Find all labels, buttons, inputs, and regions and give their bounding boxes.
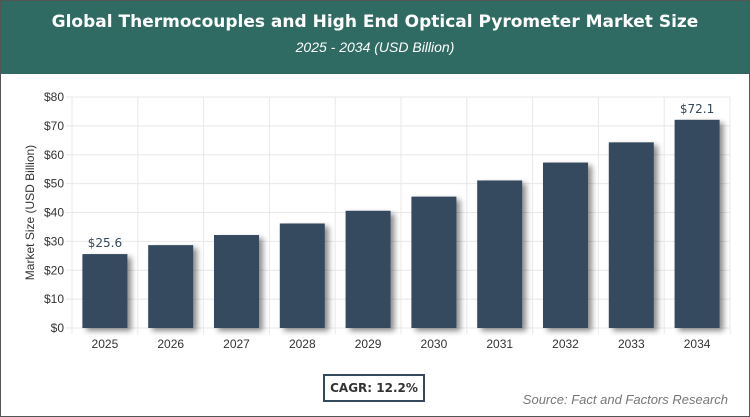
x-tick-label: 2033	[618, 337, 645, 351]
y-tick-label: $80	[44, 90, 64, 104]
y-tick-label: $20	[44, 263, 64, 277]
bar-2028	[279, 223, 325, 328]
source-note: Source: Fact and Factors Research	[522, 392, 728, 407]
chart-header: Global Thermocouples and High End Optica…	[1, 1, 749, 74]
y-tick-label: $0	[51, 321, 65, 335]
x-tick-label: 2026	[157, 337, 184, 351]
y-tick-label: $70	[44, 119, 64, 133]
x-tick-label: 2027	[223, 337, 250, 351]
chart-title: Global Thermocouples and High End Optica…	[51, 12, 699, 32]
bar-2026	[148, 245, 194, 328]
bar-2027	[214, 235, 259, 328]
y-tick-label: $30	[44, 234, 64, 248]
chart-subtitle: 2025 - 2034 (USD Billion)	[295, 39, 455, 55]
y-tick-label: $60	[44, 148, 64, 162]
x-tick-label: 2031	[486, 337, 513, 351]
data-label-2034: $72.1	[680, 102, 714, 116]
data-label-2025: $25.6	[88, 236, 122, 250]
y-axis-title: Market Size (USD Billion)	[23, 145, 37, 280]
bar-2034	[674, 119, 720, 328]
bar-2033	[608, 142, 654, 328]
x-tick-label: 2034	[684, 337, 711, 351]
bar-2030	[411, 196, 457, 328]
y-tick-label: $40	[44, 206, 64, 220]
bar-2029	[345, 210, 391, 328]
y-tick-label: $10	[44, 292, 64, 306]
y-tick-label: $50	[44, 177, 64, 191]
x-tick-label: 2025	[92, 337, 119, 351]
bar-2031	[477, 180, 523, 328]
x-tick-label: 2030	[421, 337, 448, 351]
cagr-badge: CAGR: 12.2%	[323, 374, 425, 402]
x-tick-label: 2032	[552, 337, 579, 351]
x-tick-label: 2029	[355, 337, 382, 351]
bar-2025	[82, 254, 128, 328]
x-tick-label: 2028	[289, 337, 316, 351]
bar-2032	[543, 162, 588, 328]
